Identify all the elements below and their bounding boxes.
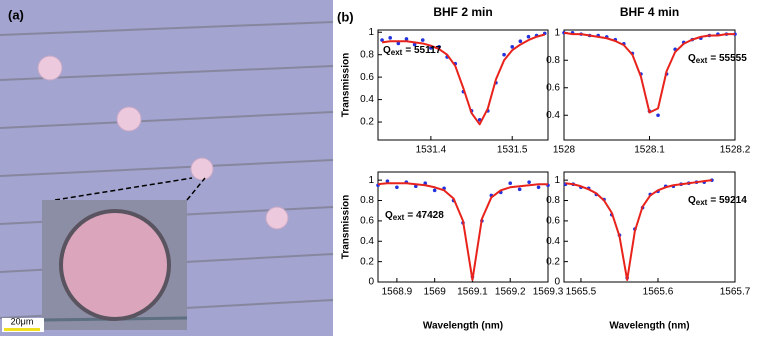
y-tick-label: 1 — [554, 175, 560, 186]
q-annotation: Qext = 47428 — [385, 210, 444, 222]
x-tick-label: 1569.2 — [495, 287, 526, 298]
y-tick-label: 0.2 — [360, 117, 374, 128]
q-annotation-subscript: ext — [393, 213, 405, 222]
fit-line — [377, 182, 548, 281]
data-point — [420, 38, 425, 42]
x-tick-label: 1569.3 — [533, 287, 564, 298]
q-annotation-symbol: Q — [383, 45, 391, 56]
x-tick-label: 1568.9 — [382, 287, 413, 298]
q-annotation-subscript: ext — [696, 198, 708, 207]
y-tick-label: 0.6 — [546, 82, 560, 93]
y-tick-label: 1 — [368, 175, 374, 186]
y-axis-label: Transmission — [341, 53, 352, 117]
y-tick-label: 0 — [368, 277, 374, 288]
inset-guide — [186, 177, 206, 201]
fit-line — [381, 33, 546, 126]
data-point — [388, 36, 393, 40]
y-tick-label: 1 — [554, 27, 560, 38]
q-annotation: Qext = 59214 — [688, 195, 747, 207]
y-tick-label: 1 — [368, 27, 374, 38]
data-point — [526, 34, 531, 39]
micrograph: 20μm (a) — [0, 0, 334, 336]
chart-title: BHF 4 min — [620, 5, 679, 19]
x-tick-label: 1565.6 — [643, 287, 674, 298]
y-tick-label: 0.8 — [546, 195, 560, 206]
data-point — [536, 185, 541, 190]
panel-label: (a) — [8, 7, 24, 22]
data-point — [527, 180, 531, 184]
y-tick-label: 0.2 — [360, 256, 374, 267]
q-annotation-text: = 55117 — [405, 45, 441, 56]
y-tick-label: 0.4 — [360, 94, 374, 105]
x-tick-label: 1531.5 — [497, 145, 528, 156]
data-point — [413, 184, 418, 189]
x-tick-label: 1528.1 — [634, 145, 665, 156]
inset-guide — [54, 177, 193, 201]
q-annotation: Qext = 55555 — [688, 53, 747, 65]
x-tick-label: 1528.2 — [720, 145, 751, 156]
q-annotation-subscript: ext — [696, 56, 708, 65]
q-annotation-symbol: Q — [688, 53, 696, 64]
scale-bar-label: 20μm — [11, 316, 34, 326]
y-tick-label: 0.6 — [546, 216, 560, 227]
data-point — [502, 52, 506, 57]
y-tick-label: 0.2 — [546, 256, 560, 267]
q-annotation-symbol: Q — [385, 210, 393, 221]
y-tick-label: 0 — [554, 277, 560, 288]
data-point — [385, 179, 390, 183]
panel-label: (b) — [337, 9, 354, 24]
data-point — [404, 37, 409, 41]
x-tick-label: 1565.5 — [566, 287, 597, 298]
plot-frame — [563, 29, 736, 141]
x-tick-label: 1569 — [424, 287, 447, 298]
y-tick-label: 0.8 — [546, 55, 560, 66]
fit-line — [563, 31, 735, 114]
disks — [37, 55, 289, 230]
q-annotation-text: = 59214 — [710, 195, 747, 206]
data-point — [380, 38, 384, 42]
data-point — [510, 45, 515, 49]
q-annotation-text: = 47428 — [407, 210, 444, 221]
fit-line — [565, 179, 713, 281]
x-tick-label: 1528 — [553, 145, 576, 156]
x-axis-label: Wavelength (nm) — [423, 321, 503, 332]
y-tick-label: 0.6 — [360, 72, 374, 83]
data-point — [508, 181, 513, 186]
q-annotation-subscript: ext — [391, 48, 403, 57]
data-point — [395, 185, 399, 190]
data-point — [517, 187, 522, 192]
x-tick-label: 1565.7 — [720, 287, 751, 298]
x-tick-label: 1531.4 — [416, 145, 447, 156]
y-tick-label: 0.4 — [546, 110, 560, 121]
x-axis-label: Wavelength (nm) — [609, 321, 689, 332]
q-annotation-text: = 55555 — [710, 53, 747, 64]
data-point — [412, 42, 417, 47]
data-point — [396, 41, 401, 46]
y-tick-label: 0.6 — [360, 216, 374, 227]
y-tick-label: 0.4 — [546, 236, 560, 247]
data-point — [518, 39, 523, 44]
inset-disk — [59, 209, 171, 321]
y-tick-label: 0.4 — [360, 236, 374, 247]
chart-title: BHF 2 min — [433, 5, 492, 19]
data-point — [656, 113, 660, 118]
y-tick-label: 0.8 — [360, 49, 374, 60]
q-annotation: Qext = 55117 — [383, 45, 442, 57]
scale-bar — [4, 328, 40, 331]
x-tick-label: 1569.1 — [457, 287, 488, 298]
y-tick-label: 0.8 — [360, 195, 374, 206]
data-point — [423, 181, 428, 186]
data-point — [432, 188, 437, 193]
y-axis-label: Transmission — [341, 195, 352, 259]
q-annotation-symbol: Q — [688, 195, 696, 206]
